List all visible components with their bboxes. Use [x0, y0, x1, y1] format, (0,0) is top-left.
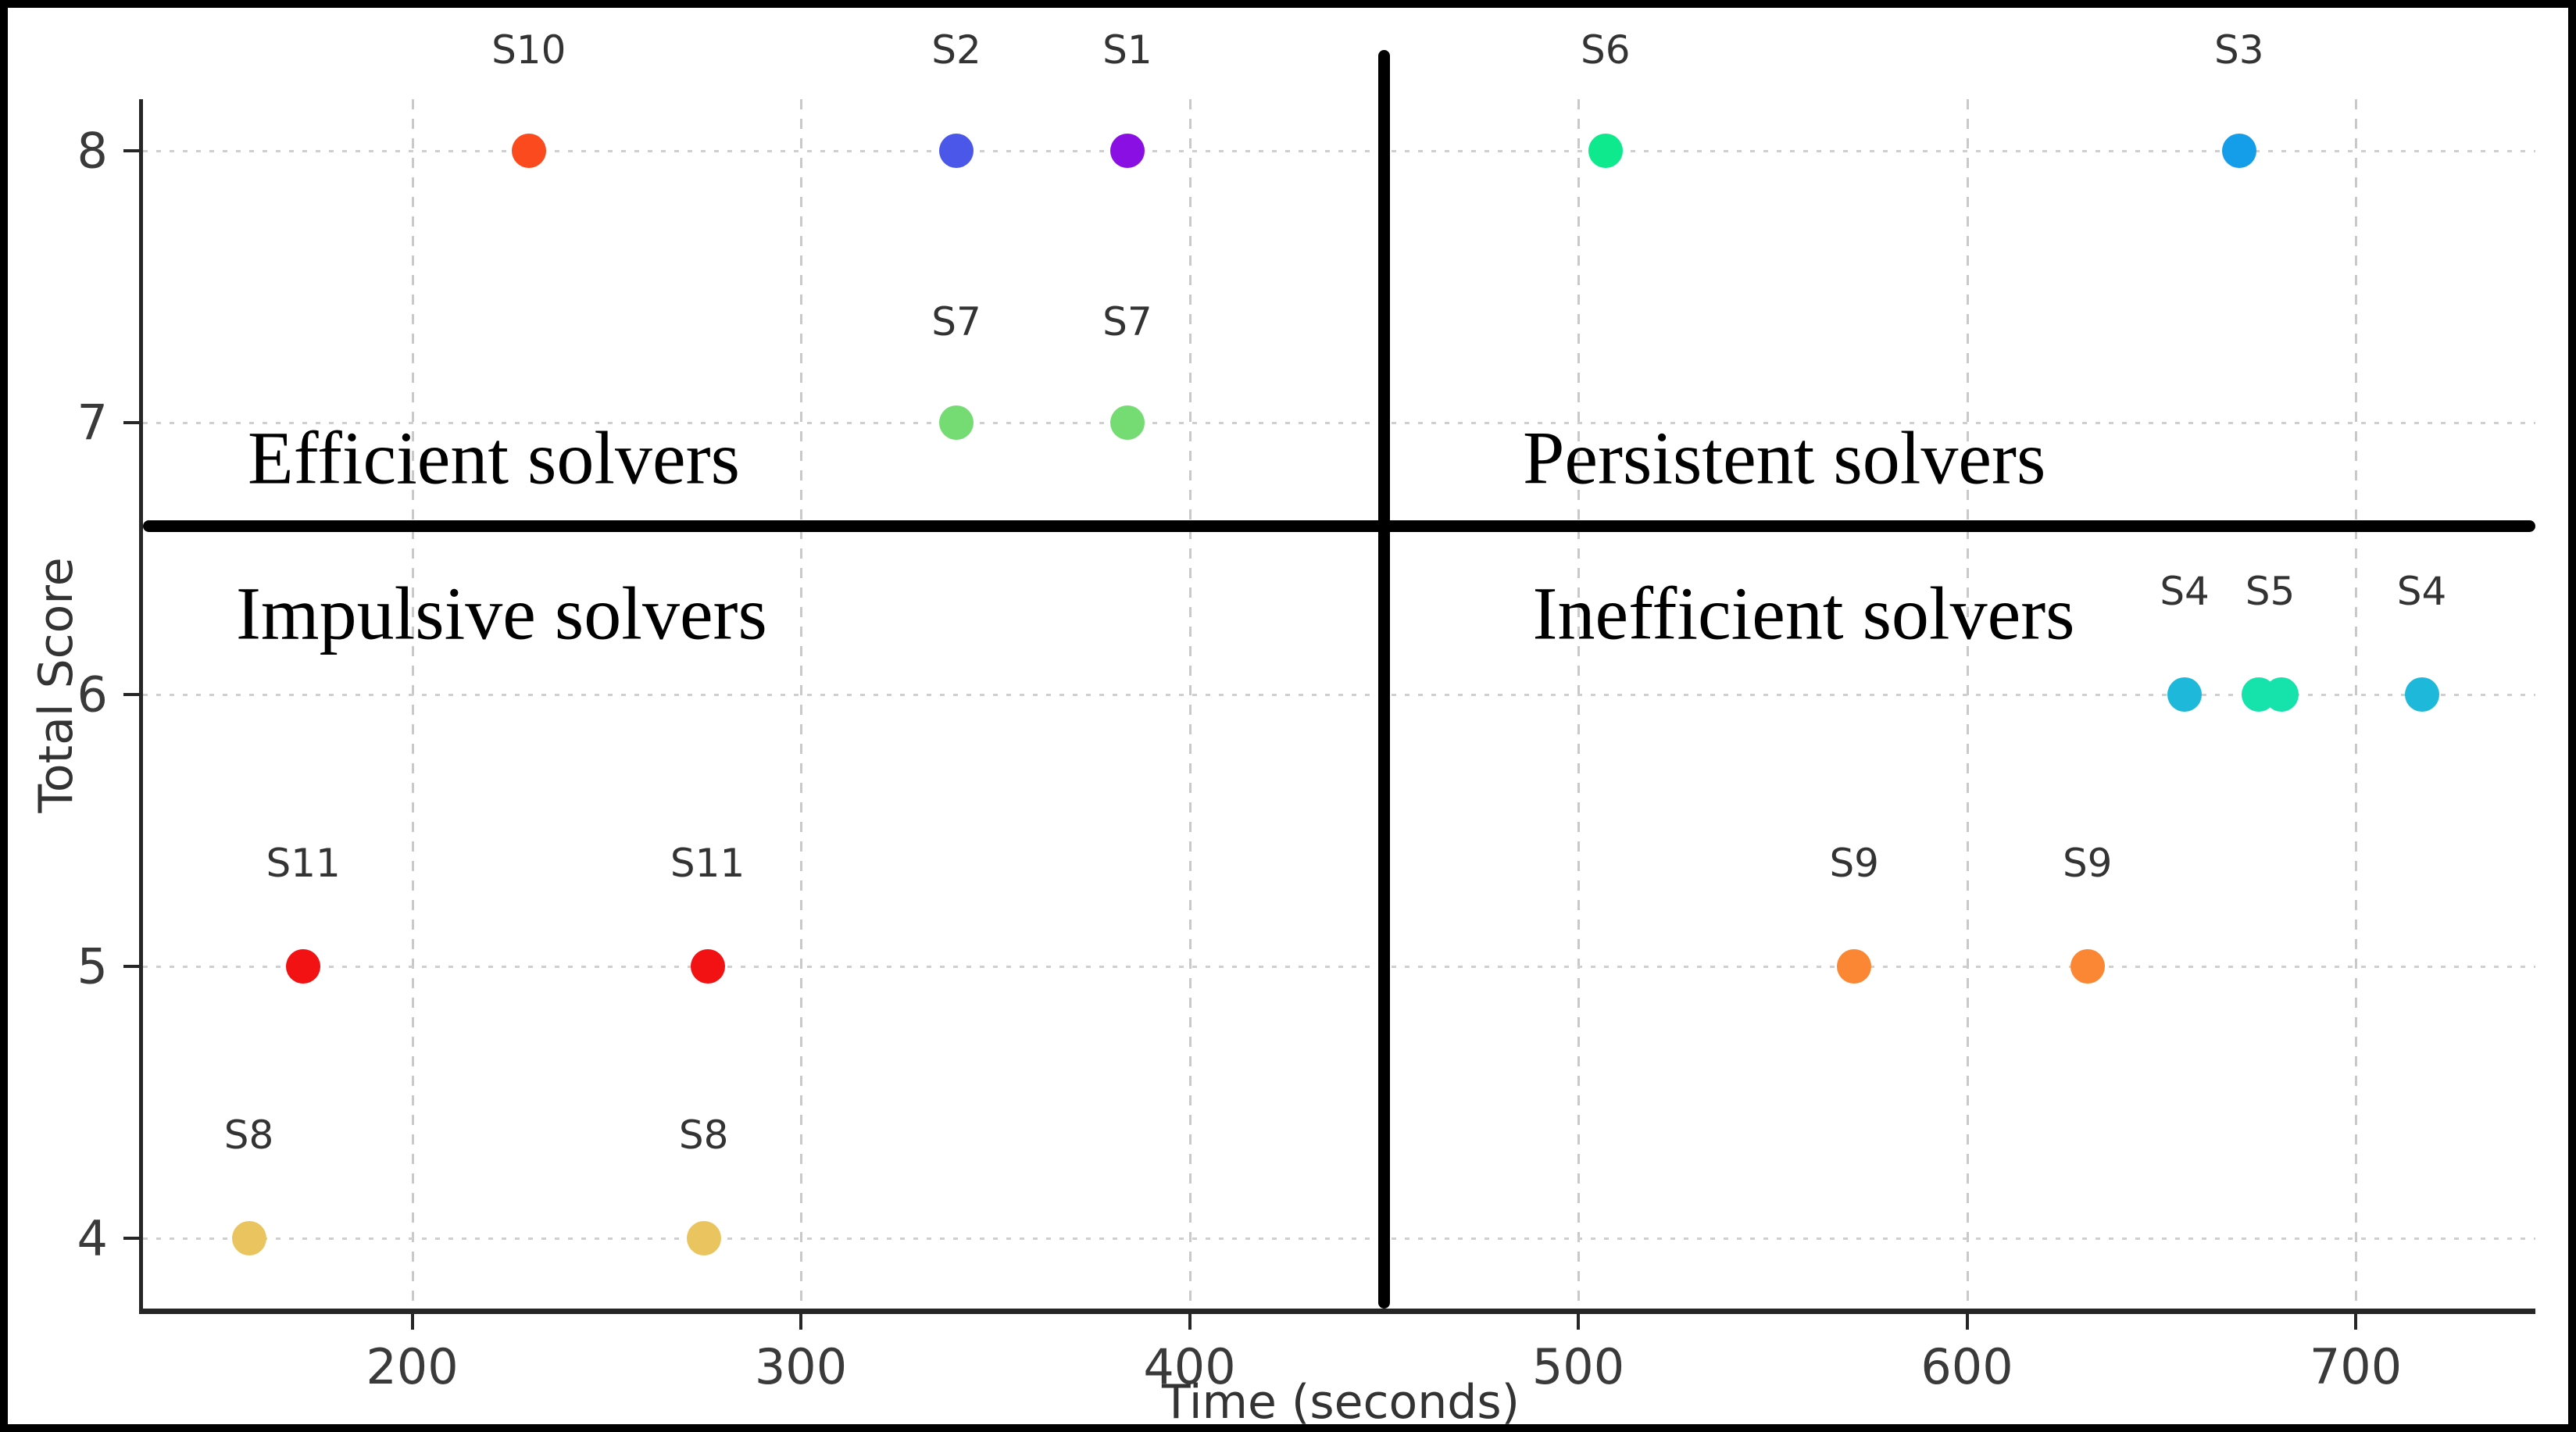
point-label-S9-10: S9 [1829, 840, 1879, 886]
x-tick-600 [1965, 1314, 1969, 1330]
y-tick-label-8: 8 [77, 122, 108, 180]
point-S4-7 [2167, 677, 2203, 712]
point-label-S10-0: S10 [491, 27, 566, 73]
x-tick-label-200: 200 [366, 1338, 459, 1395]
point-S1-2 [1109, 134, 1145, 168]
point-S7-6 [1109, 405, 1145, 440]
x-tick-500 [1577, 1314, 1580, 1330]
point-label-S7-5: S7 [931, 299, 981, 345]
y-axis-label: Total Score [29, 557, 84, 813]
point-S7-5 [939, 405, 974, 440]
point-label-S8-14: S8 [223, 1112, 274, 1158]
x-axis-spine [139, 1309, 2535, 1314]
point-label-S6-3: S6 [1581, 27, 1631, 73]
gridline-x-400 [1188, 99, 1192, 1309]
point-S8-15 [231, 1221, 266, 1255]
x-tick-label-600: 600 [1920, 1338, 2013, 1395]
point-S3-4 [2221, 134, 2256, 168]
x-tick-label-500: 500 [1531, 1338, 1625, 1395]
point-label-S5-8: S5 [2245, 568, 2296, 614]
x-axis-label: Time (seconds) [1162, 1375, 1520, 1430]
point-S11-13 [286, 949, 321, 984]
quadrant-label-persistent: Persistent solvers [1523, 416, 2046, 500]
x-tick-200 [410, 1314, 414, 1330]
y-tick-8 [123, 149, 139, 152]
gridline-x-700 [2355, 99, 2357, 1309]
point-S10-0 [511, 134, 546, 168]
y-tick-label-6: 6 [77, 666, 108, 723]
point-label-S1-2: S1 [1102, 27, 1152, 73]
gridline-y-8 [143, 150, 2535, 152]
x-tick-300 [799, 1314, 802, 1330]
x-tick-label-300: 300 [754, 1338, 848, 1395]
point-S11-14 [690, 949, 725, 984]
point-S6-3 [1588, 134, 1623, 168]
point-label-S4-9: S4 [2396, 568, 2447, 614]
y-tick-4 [123, 1237, 139, 1240]
y-tick-label-7: 7 [77, 394, 108, 452]
point-S8-16 [686, 1221, 721, 1255]
point-S9-11 [1837, 949, 1872, 984]
point-label-S11-12: S11 [266, 840, 341, 886]
point-label-S9-11: S9 [2062, 840, 2113, 886]
point-S2-1 [939, 134, 974, 168]
point-label-S4-7: S4 [2160, 568, 2210, 614]
quadrant-label-inefficient: Inefficient solvers [1532, 571, 2075, 655]
point-S9-12 [2070, 949, 2105, 984]
gridline-y-7 [143, 422, 2535, 424]
divider-vertical [1378, 50, 1391, 1309]
x-tick-400 [1188, 1314, 1192, 1330]
point-label-S7-6: S7 [1102, 299, 1152, 345]
gridline-y-5 [143, 966, 2535, 968]
divider-horizontal [143, 520, 2535, 533]
point-label-S8-15: S8 [678, 1112, 729, 1158]
gridline-x-300 [800, 99, 802, 1309]
gridline-y-6 [143, 694, 2535, 696]
point-S5-9 [2264, 677, 2299, 712]
point-label-S3-4: S3 [2213, 27, 2264, 73]
y-tick-5 [123, 965, 139, 968]
y-tick-6 [123, 693, 139, 696]
plot-area [143, 99, 2535, 1309]
y-tick-label-4: 4 [77, 1209, 108, 1267]
gridline-y-4 [143, 1237, 2535, 1240]
x-tick-label-400: 400 [1143, 1338, 1236, 1395]
point-S4-10 [2404, 677, 2439, 712]
gridline-x-500 [1577, 99, 1580, 1309]
gridline-x-600 [1966, 99, 1969, 1309]
y-axis-spine [139, 99, 143, 1314]
gridline-x-200 [411, 99, 414, 1309]
point-label-S2-1: S2 [931, 27, 981, 73]
quadrant-label-impulsive: Impulsive solvers [235, 571, 767, 655]
y-tick-7 [123, 421, 139, 424]
quadrant-label-efficient: Efficient solvers [247, 416, 740, 500]
y-tick-label-5: 5 [77, 937, 108, 995]
x-tick-700 [2354, 1314, 2357, 1330]
x-tick-label-700: 700 [2309, 1338, 2403, 1395]
point-label-S11-13: S11 [670, 840, 745, 886]
